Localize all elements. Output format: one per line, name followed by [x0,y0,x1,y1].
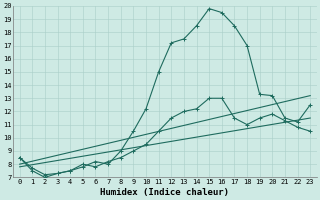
X-axis label: Humidex (Indice chaleur): Humidex (Indice chaleur) [100,188,229,197]
